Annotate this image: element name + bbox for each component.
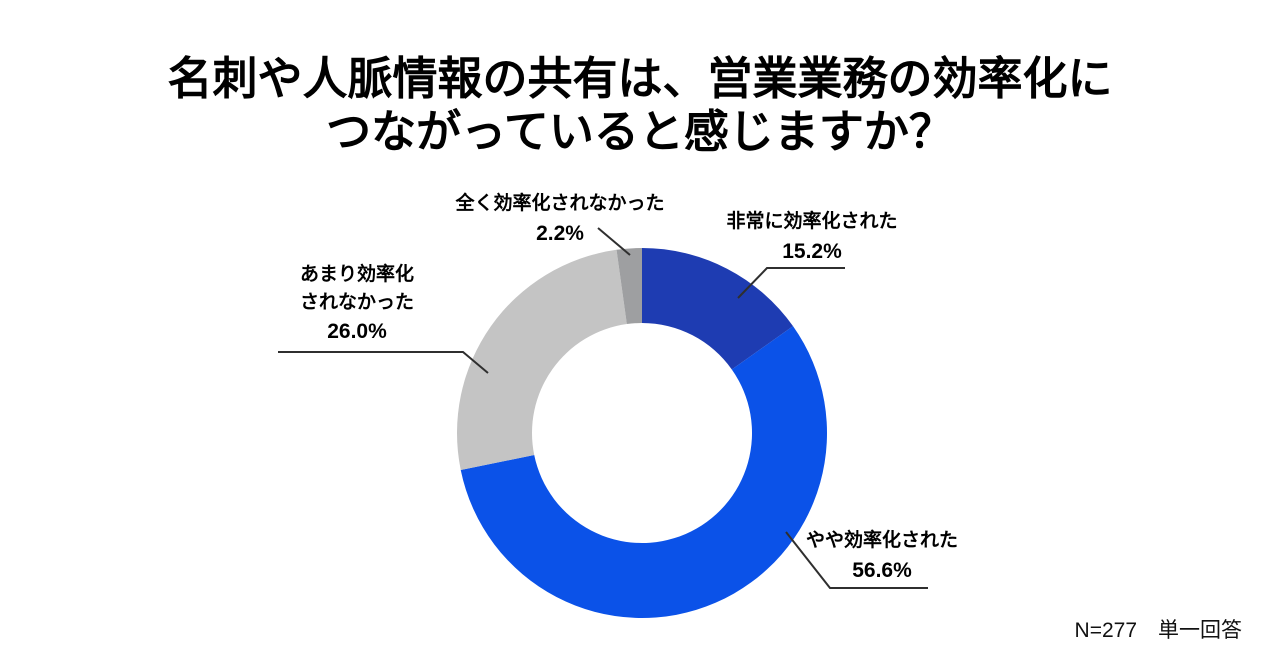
donut-segment-somewhat-efficient	[460, 326, 828, 619]
callout-very-efficient: 非常に効率化された 15.2%	[687, 208, 937, 265]
callout-label-not-at-all-efficient: 全く効率化されなかった	[455, 193, 665, 214]
callout-label-somewhat-efficient: やや効率化された	[805, 530, 958, 551]
callout-value-somewhat-efficient: 56.6%	[852, 558, 912, 582]
callout-label-not-very-efficient: あまり効率化 されなかった	[299, 264, 414, 313]
callout-value-not-very-efficient: 26.0%	[327, 320, 387, 344]
callout-label-very-efficient: 非常に効率化された	[726, 211, 898, 232]
callout-value-very-efficient: 15.2%	[782, 239, 842, 263]
donut-segment-not-at-all-efficient	[616, 248, 642, 325]
callout-value-not-at-all-efficient: 2.2%	[536, 221, 584, 245]
chart-title: 名刺や人脈情報の共有は、営業業務の効率化に つながっていると感じますか？	[167, 53, 1113, 158]
leader-line-not-at-all-efficient	[597, 227, 631, 256]
donut-segment-not-very-efficient	[457, 249, 627, 470]
donut-segments	[457, 248, 828, 619]
callout-not-very-efficient: あまり効率化 されなかった 26.0%	[242, 261, 472, 345]
leader-line-very-efficient	[737, 267, 845, 299]
leader-line-not-very-efficient	[278, 351, 489, 374]
callout-not-at-all-efficient: 全く効率化されなかった 2.2%	[415, 190, 705, 247]
callout-somewhat-efficient: やや効率化された 56.6%	[767, 527, 997, 584]
sample-size-note: N=277 単一回答	[1074, 619, 1242, 642]
leader-line-somewhat-efficient	[785, 531, 928, 589]
donut-segment-very-efficient	[642, 248, 794, 370]
